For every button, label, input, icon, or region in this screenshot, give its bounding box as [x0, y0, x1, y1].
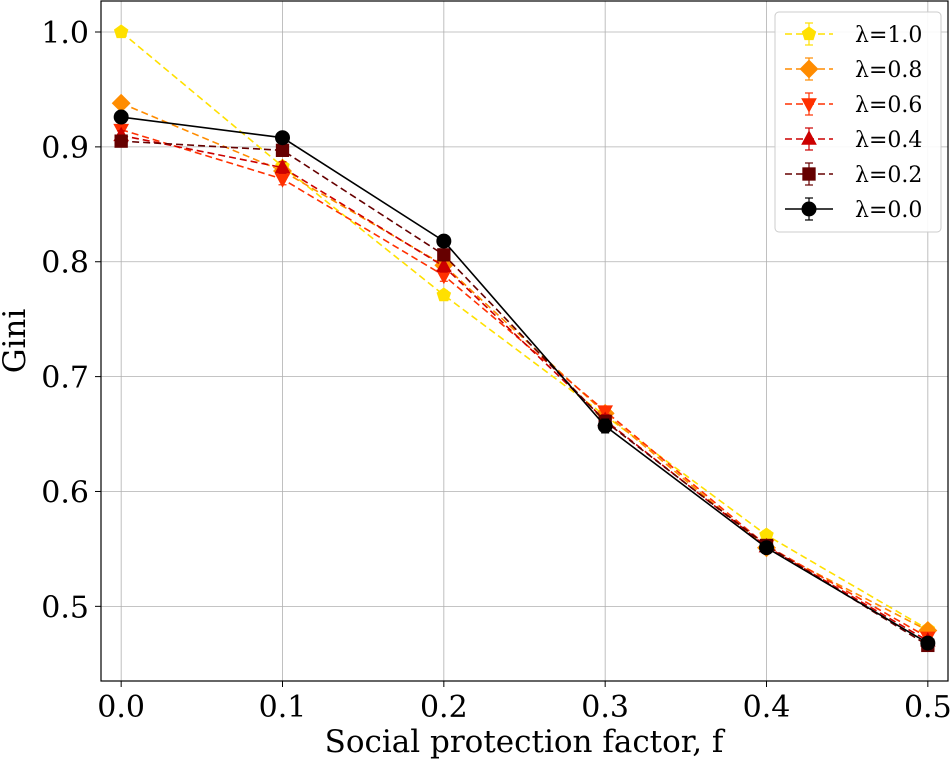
series-line [120, 31, 929, 631]
series-line [121, 140, 929, 647]
axis-ticks: 0.0 0.1 0.2 0.3 0.4 0.5 0.5 0.6 0.7 0.8 0.9 1.0 [41, 16, 951, 725]
y-tick-label: 0.8 [41, 246, 89, 281]
data-point [113, 109, 129, 125]
y-tick-label: 0.6 [41, 475, 89, 510]
x-tick-label: 0.4 [743, 690, 791, 725]
data-point [759, 540, 774, 556]
y-tick-label: 0.7 [41, 361, 89, 396]
data-point [597, 418, 613, 434]
x-tick-label: 0.3 [581, 690, 629, 725]
legend-marker [801, 26, 817, 41]
data-point [436, 233, 452, 249]
legend-label: λ=0.4 [855, 128, 922, 153]
series-layer [111, 24, 938, 653]
y-tick-label: 0.5 [41, 590, 89, 625]
y-axis-label: Gini [0, 309, 33, 374]
series-line [121, 134, 929, 642]
y-tick-label: 1.0 [41, 16, 89, 51]
legend-item: λ=0.8 [785, 57, 922, 83]
legend-item: λ=0.2 [785, 162, 922, 188]
data-point [114, 134, 128, 148]
data-point [437, 248, 451, 262]
legend-label: λ=0.0 [855, 198, 922, 223]
series-line [120, 102, 929, 632]
x-tick-label: 0.0 [97, 690, 145, 725]
legend-marker [802, 167, 816, 181]
legend-marker [799, 59, 819, 79]
legend-label: λ=0.2 [855, 163, 922, 188]
data-point [920, 635, 936, 651]
legend: λ=1.0 λ=0.8 λ=0.6 λ=0.4 λ=0.2 λ=0.0 [774, 11, 942, 233]
legend-item: λ=0.6 [785, 92, 922, 118]
legend-label: λ=1.0 [855, 23, 922, 48]
data-point [275, 143, 290, 157]
series-line [121, 116, 929, 644]
series-λ=0.0 [113, 109, 936, 651]
legend-marker [801, 130, 817, 145]
data-point [435, 257, 452, 273]
legend-item: λ=1.0 [785, 22, 922, 48]
data-point [113, 24, 129, 39]
legend-label: λ=0.6 [855, 93, 922, 118]
legend-item: λ=0.0 [785, 197, 922, 223]
x-axis-label: Social protection factor, f [325, 724, 726, 760]
x-tick-label: 0.2 [420, 690, 468, 725]
x-tick-label: 0.5 [904, 690, 951, 725]
plot-frame [100, 0, 949, 682]
x-tick-label: 0.1 [259, 690, 307, 725]
data-point [274, 158, 291, 174]
legend-marker [801, 98, 817, 113]
legend-item: λ=0.4 [785, 127, 922, 153]
legend-label: λ=0.8 [855, 58, 922, 83]
legend-box [774, 11, 942, 233]
legend-marker [801, 201, 817, 217]
y-tick-label: 0.9 [41, 131, 89, 166]
data-point [275, 130, 290, 146]
data-point [436, 287, 452, 302]
